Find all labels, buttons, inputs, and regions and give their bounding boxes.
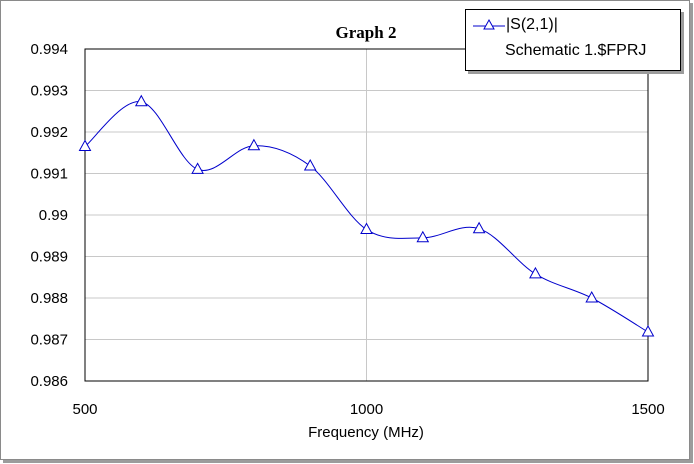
grid (85, 49, 648, 381)
data-point-marker (416, 230, 430, 243)
data-point-marker (641, 324, 655, 337)
y-tick-label: 0.993 (30, 83, 68, 100)
y-tick-label: 0.986 (30, 373, 68, 390)
data-point-marker (529, 266, 542, 279)
legend-series-name: |S(2,1)| (506, 16, 558, 33)
y-tick-label: 0.992 (30, 124, 68, 141)
plot-area-border (84, 48, 649, 382)
legend-line-icon (473, 18, 505, 30)
series-markers (78, 94, 655, 337)
x-tick-label: 1000 (350, 401, 383, 418)
data-point-marker (360, 222, 373, 234)
data-point-marker (78, 139, 92, 151)
y-tick-label: 0.989 (30, 249, 68, 266)
data-point-marker (134, 94, 148, 107)
legend: |S(2,1)| Schematic 1.$FPRJ (465, 9, 681, 71)
y-tick-label: 0.994 (30, 41, 68, 58)
y-tick-label: 0.99 (39, 207, 68, 224)
x-axis-label: Frequency (MHz) (308, 424, 424, 441)
legend-series-source: Schematic 1.$FPRJ (505, 42, 647, 59)
y-axis-ticks: 0.986 0.987 0.988 0.989 0.99 0.991 0.992 0.993 0… (30, 41, 68, 390)
data-point-marker (191, 162, 204, 174)
chart-title: Graph 2 (336, 23, 397, 42)
data-point-marker (303, 158, 317, 171)
data-point-marker (247, 138, 261, 151)
data-point-marker (585, 290, 599, 303)
x-tick-label: 1500 (631, 401, 664, 418)
data-point-marker (472, 221, 486, 234)
y-tick-label: 0.991 (30, 166, 68, 183)
x-tick-label: 500 (72, 401, 97, 418)
y-tick-label: 0.988 (30, 290, 68, 307)
y-tick-label: 0.987 (30, 332, 68, 349)
x-axis-ticks: 500 1000 1500 (72, 401, 664, 418)
series-line-s21 (84, 101, 649, 333)
